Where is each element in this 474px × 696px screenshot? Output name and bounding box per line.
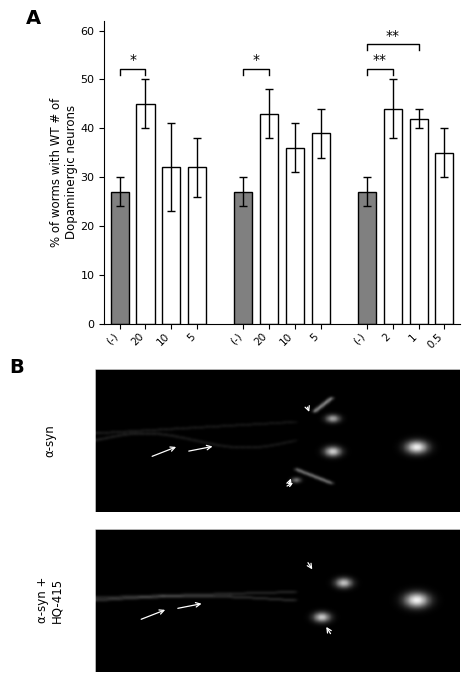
Text: *: * [253, 54, 260, 68]
Text: *: * [129, 54, 136, 68]
Bar [311, 133, 330, 324]
Bar [286, 148, 304, 324]
Bar [260, 113, 278, 324]
Bar [137, 104, 155, 324]
Text: CQ: CQ [397, 414, 414, 427]
Bar [234, 192, 252, 324]
Bar [435, 152, 453, 324]
Text: **: ** [386, 29, 400, 43]
Text: HQ-161: HQ-161 [136, 414, 181, 427]
Text: HQ-415: HQ-415 [259, 414, 305, 427]
Bar [410, 118, 428, 324]
Text: A: A [26, 9, 41, 28]
Text: α-syn: α-syn [43, 424, 56, 457]
Bar [384, 109, 402, 324]
Text: B: B [9, 358, 24, 377]
Bar [162, 167, 180, 324]
Text: α-syn +
HQ-415: α-syn + HQ-415 [36, 577, 64, 624]
Bar [111, 192, 129, 324]
Y-axis label: % of worms with WT # of
Dopaminergic neurons: % of worms with WT # of Dopaminergic neu… [50, 97, 78, 247]
Text: **: ** [373, 54, 387, 68]
Bar [188, 167, 206, 324]
Bar [358, 192, 376, 324]
